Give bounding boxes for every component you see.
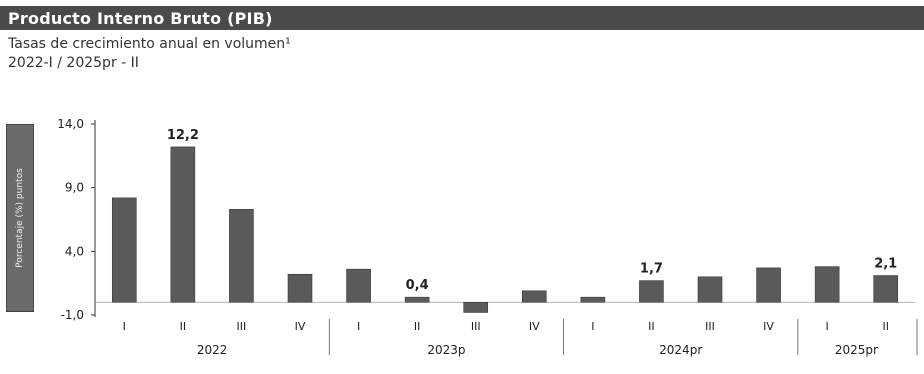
group-label: 2022 <box>197 343 228 357</box>
bar <box>111 197 137 303</box>
y-tick-label: 14,0 <box>57 117 84 131</box>
data-label: 0,4 <box>406 278 429 293</box>
bar <box>229 209 254 303</box>
bar <box>697 276 723 303</box>
x-tick-label: III <box>705 320 715 333</box>
x-tick-label: III <box>471 320 481 333</box>
bar <box>639 280 664 303</box>
bar <box>404 296 430 303</box>
data-label: 2,1 <box>874 257 897 272</box>
group-label: 2024pr <box>659 343 702 357</box>
bar <box>873 275 899 303</box>
chart-title: Producto Interno Bruto (PIB) <box>8 9 273 28</box>
x-tick-label: I <box>591 320 594 333</box>
x-tick-label: I <box>123 320 126 333</box>
group-label: 2025pr <box>835 343 878 357</box>
data-label: 12,2 <box>167 128 199 143</box>
bar <box>580 296 606 303</box>
x-tick-label: II <box>414 320 421 333</box>
bar <box>814 266 840 303</box>
bar <box>287 273 313 303</box>
title-bar: Producto Interno Bruto (PIB) <box>0 6 924 30</box>
y-tick-label: 4,0 <box>65 244 84 258</box>
x-tick-label: IV <box>763 320 774 333</box>
x-tick-label: IV <box>529 320 540 333</box>
x-tick-label: II <box>882 320 889 333</box>
chart-subtitle: Tasas de crecimiento anual en volumen¹ <box>8 36 291 52</box>
x-tick-label: IV <box>295 320 306 333</box>
x-tick-label: I <box>826 320 829 333</box>
y-tick-label: 9,0 <box>65 181 84 195</box>
data-label: 1,7 <box>640 262 663 277</box>
x-tick-label: I <box>357 320 360 333</box>
y-tick-label: -1,0 <box>61 308 84 322</box>
bar <box>756 267 781 303</box>
chart-period: 2022-I / 2025pr - II <box>8 55 139 71</box>
x-tick-label: III <box>237 320 247 333</box>
bar <box>463 301 489 313</box>
bar <box>170 146 196 303</box>
x-tick-label: II <box>180 320 187 333</box>
group-label: 2023p <box>427 343 465 357</box>
y-axis-badge: Porcentaje (%) puntos <box>6 124 34 312</box>
bar <box>346 268 371 303</box>
bar <box>521 290 547 303</box>
x-tick-label: II <box>648 320 655 333</box>
